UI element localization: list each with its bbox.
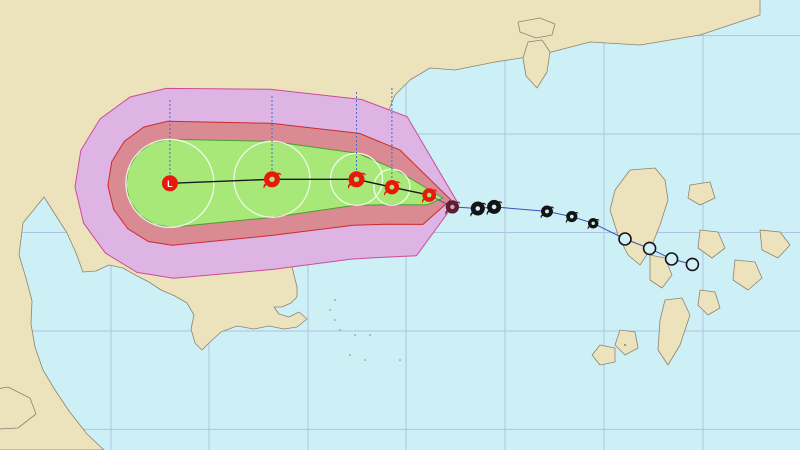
- svg-text:L: L: [167, 179, 173, 189]
